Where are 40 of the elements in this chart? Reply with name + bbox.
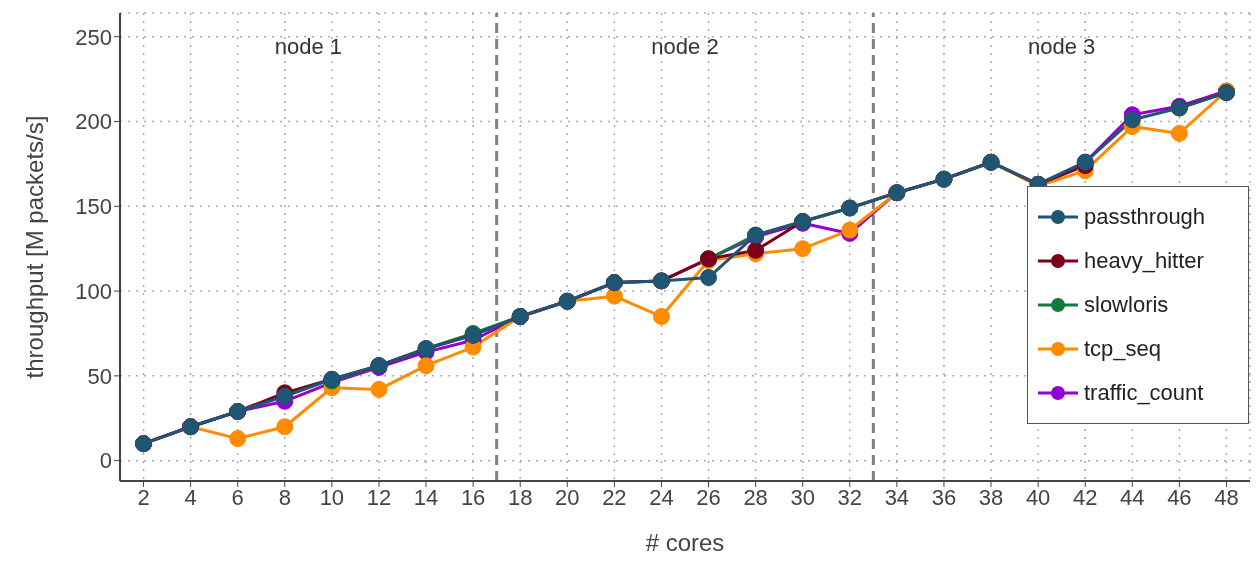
x-tick-label: 20 [555, 484, 580, 510]
x-tick-label: 6 [231, 484, 244, 510]
legend-label: heavy_hitter [1084, 248, 1204, 274]
legend-label: passthrough [1084, 204, 1206, 230]
legend-label: tcp_seq [1084, 336, 1162, 362]
x-tick-label: 18 [507, 484, 533, 510]
x-tick-label: 10 [319, 484, 345, 510]
y-tick-label: 0 [99, 448, 112, 474]
x-tick-label: 30 [790, 484, 815, 510]
x-tick-label: 22 [602, 484, 627, 510]
x-tick-label: 24 [649, 484, 674, 510]
x-tick-label: 4 [184, 484, 197, 510]
annotation: node 3 [1028, 33, 1096, 59]
x-tick-label: 40 [1025, 484, 1051, 510]
x-tick-label: 46 [1167, 484, 1192, 510]
x-tick-label: 2 [137, 484, 150, 510]
annotation: node 1 [274, 33, 342, 59]
x-axis-title: # cores [645, 529, 725, 556]
x-tick-label: 42 [1072, 484, 1098, 510]
y-tick-label: 150 [75, 194, 112, 220]
x-tick-label: 32 [837, 484, 863, 510]
x-tick-label: 34 [884, 484, 910, 510]
x-tick-label: 8 [278, 484, 291, 510]
legend-label: traffic_count [1084, 380, 1204, 406]
x-tick-label: 26 [696, 484, 721, 510]
y-tick-label: 50 [87, 363, 112, 389]
x-tick-label: 48 [1214, 484, 1239, 510]
annotation: node 2 [651, 33, 719, 59]
y-tick-label: 250 [75, 24, 112, 50]
x-tick-label: 36 [931, 484, 957, 510]
x-tick-label: 14 [413, 484, 439, 510]
x-tick-label: 28 [743, 484, 768, 510]
y-tick-label: 100 [75, 278, 112, 304]
x-tick-label: 12 [366, 484, 392, 510]
y-tick-label: 200 [75, 109, 112, 135]
y-axis-title: throughput [M packets/s] [20, 115, 48, 379]
x-tick-label: 38 [978, 484, 1004, 510]
x-tick-label: 16 [460, 484, 486, 510]
x-tick-label: 44 [1120, 484, 1145, 510]
legend-label: slowloris [1084, 292, 1169, 318]
